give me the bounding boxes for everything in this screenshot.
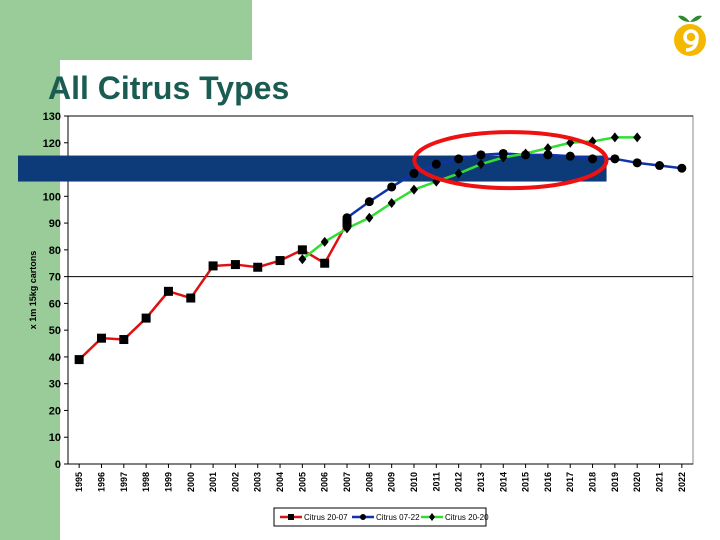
x-tick-label: 2015 [521,472,531,492]
legend-label-1: Citrus 07-22 [376,513,420,522]
x-tick-label: 2011 [431,472,441,492]
x-tick-label: 2020 [632,472,642,492]
x-tick-label: 2000 [186,472,196,492]
data-point-circle [632,158,642,168]
x-tick-label: 2017 [565,472,575,492]
y-tick-label: 50 [49,325,61,337]
series-line-1 [346,152,682,219]
data-point-diamond [499,152,508,163]
data-point-diamond [387,198,396,208]
data-point-diamond [320,236,329,247]
legend-box [273,507,487,527]
y-tick-label: 40 [49,352,61,364]
y-tick-label: 30 [49,379,61,391]
x-tick-label: 2021 [655,472,665,492]
y-tick-label: 20 [49,405,61,417]
data-point-square [275,256,285,266]
x-tick-label: 2012 [454,472,464,492]
data-point-diamond [365,212,374,223]
data-point-circle [409,169,419,179]
data-point-square [186,293,196,303]
decorative-green-header-block [0,0,252,60]
x-tick-label: 1997 [119,472,129,492]
legend-marker-square [288,514,294,520]
y-tick-label: 120 [43,138,61,150]
x-tick-label: 2022 [677,472,687,492]
data-point-square [208,261,218,271]
data-point-circle [543,150,553,160]
x-tick-label: 2013 [476,472,486,492]
legend-label-0: Citrus 20-07 [304,513,348,522]
x-tick-label: 1996 [96,472,106,492]
data-point-square [163,286,173,296]
data-point-square [141,313,151,323]
x-tick-label: 2018 [588,472,598,492]
data-point-circle [342,213,352,223]
page-title: All Citrus Types [48,70,290,106]
x-tick-label: 2019 [610,472,620,492]
x-tick-label: 2002 [230,472,240,492]
x-tick-label: 2004 [275,472,285,492]
x-tick-label: 2007 [342,472,352,492]
data-point-square [253,262,263,272]
data-point-diamond [409,184,418,195]
data-point-circle [387,182,397,192]
y-tick-label: 100 [43,191,61,203]
y-axis-label: x 1m 15kg cartons [28,251,38,330]
x-tick-label: 1999 [163,472,173,492]
orange-fruit-logo-icon [674,15,706,56]
data-point-diamond [521,148,530,159]
data-point-diamond [543,143,552,154]
x-tick-label: 1998 [141,472,151,492]
x-tick-label: 2008 [364,472,374,492]
data-point-circle [364,197,374,207]
data-point-diamond [343,223,352,234]
data-point-circle [431,159,441,169]
data-point-diamond [454,168,463,179]
y-tick-label: 80 [49,245,61,257]
data-point-circle [677,163,687,173]
legend-marker-diamond [429,513,435,521]
data-point-diamond [298,254,307,265]
y-tick-label: 130 [43,111,61,123]
x-tick-label: 1995 [74,472,84,492]
data-point-diamond [633,132,642,143]
data-point-circle [565,151,575,161]
y-tick-label: 10 [49,432,61,444]
data-point-square [230,260,240,270]
legend-label-2: Citrus 20-20 [445,513,489,522]
data-point-square [297,245,307,255]
data-point-square [342,218,352,228]
x-tick-label: 2003 [253,472,263,492]
x-tick-label: 2014 [498,472,508,492]
data-point-diamond [476,159,485,170]
highlight-ellipse [412,130,609,191]
data-point-square [119,335,129,345]
y-tick-label: 0 [55,459,61,471]
y-tick-label: 60 [49,298,61,310]
x-tick-label: 2006 [320,472,330,492]
legend-marker-circle [360,514,366,520]
data-point-circle [588,154,598,164]
data-point-circle [454,154,464,164]
data-point-circle [476,150,486,160]
x-tick-label: 2009 [387,472,397,492]
data-point-square [96,333,106,343]
data-point-circle [655,161,665,171]
data-point-square [74,355,84,365]
y-tick-label: 70 [49,272,61,284]
decorative-green-side-bar [0,60,60,540]
data-point-square [320,258,330,268]
x-tick-label: 2005 [297,472,307,492]
data-point-diamond [610,132,619,143]
highlight-band [18,155,607,182]
y-tick-label: 90 [49,218,61,230]
x-tick-label: 2010 [409,472,419,492]
x-tick-label: 2016 [543,472,553,492]
data-point-circle [610,154,620,164]
x-tick-label: 2001 [208,472,218,492]
